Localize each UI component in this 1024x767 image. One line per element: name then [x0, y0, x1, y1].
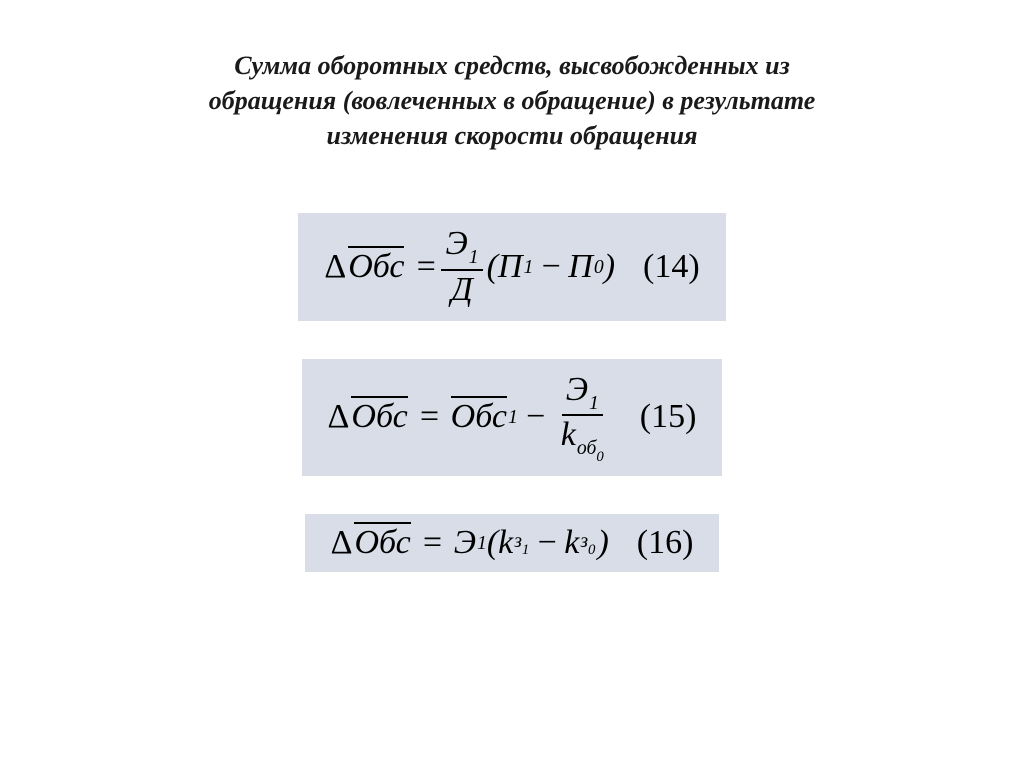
fraction: Э1 kоб0: [557, 371, 608, 464]
formula-14: Δ Обс = Э1 Д ( П1 − П0 ) (14): [324, 225, 699, 309]
title-line-1: Сумма оборотных средств, высвобожденных …: [234, 51, 790, 80]
equals: =: [414, 250, 437, 284]
delta-symbol: Δ: [324, 250, 346, 284]
formula-box-14: Δ Обс = Э1 Д ( П1 − П0 ) (14): [298, 213, 725, 321]
close-paren: ): [604, 250, 615, 284]
obc-bar: Обс: [351, 400, 407, 434]
delta-symbol: Δ: [331, 526, 353, 560]
open-paren: (: [487, 526, 498, 560]
k1-sub: з1: [514, 532, 529, 556]
frac-num: Э: [445, 225, 467, 262]
coef: Э: [454, 526, 476, 560]
title-line-2: обращения (вовлеченных в обращение) в ре…: [209, 86, 816, 115]
slide-title: Сумма оборотных средств, высвобожденных …: [102, 48, 922, 153]
title-line-3: изменения скорости обращения: [327, 121, 698, 150]
term2: П: [568, 250, 593, 284]
equation-number-16: (16): [637, 526, 694, 560]
frac-num-sub: 1: [589, 392, 599, 414]
fraction: Э1 Д: [441, 225, 482, 309]
formula-box-16: Δ Обс = Э1 ( kз1 − kз0 ) (16): [305, 514, 720, 572]
equals: =: [421, 526, 444, 560]
slide: Сумма оборотных средств, высвобожденных …: [0, 0, 1024, 767]
obc1-bar: Обс: [451, 400, 507, 434]
k1: k: [498, 526, 513, 560]
formula-16: Δ Обс = Э1 ( kз1 − kз0 ) (16): [331, 526, 694, 560]
equation-number-15: (15): [640, 400, 697, 434]
term1: П: [498, 250, 523, 284]
minus: −: [524, 400, 547, 434]
frac-num-sub: 1: [469, 246, 479, 268]
k2-sub: з0: [580, 532, 595, 556]
frac-den-sub: об0: [577, 437, 604, 459]
close-paren: ): [597, 526, 608, 560]
frac-den-k: k: [561, 416, 576, 453]
obc-bar: Обс: [348, 250, 404, 284]
frac-num: Э: [566, 371, 588, 408]
minus: −: [539, 250, 562, 284]
formula-container: Δ Обс = Э1 Д ( П1 − П0 ) (14): [0, 213, 1024, 572]
obc-bar: Обс: [354, 526, 410, 560]
obc1-sub: 1: [508, 408, 518, 428]
open-paren: (: [487, 250, 498, 284]
minus: −: [535, 526, 558, 560]
equation-number-14: (14): [643, 250, 700, 284]
coef-sub: 1: [477, 534, 487, 554]
delta-symbol: Δ: [328, 400, 350, 434]
term1-sub: 1: [523, 258, 533, 278]
equals: =: [418, 400, 441, 434]
formula-box-15: Δ Обс = Обс1 − Э1 kоб0 (15): [302, 359, 723, 476]
term2-sub: 0: [594, 258, 604, 278]
k2: k: [564, 526, 579, 560]
frac-den: Д: [447, 271, 477, 309]
formula-15: Δ Обс = Обс1 − Э1 kоб0 (15): [328, 371, 697, 464]
